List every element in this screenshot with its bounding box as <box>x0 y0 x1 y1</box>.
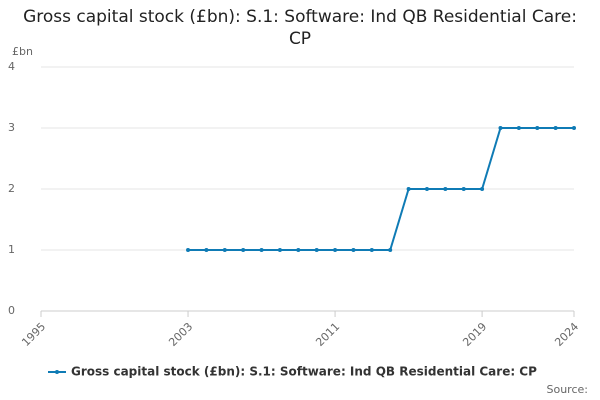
data-point <box>277 248 282 252</box>
data-point <box>553 126 558 130</box>
y-tick-label: 2 <box>8 182 15 195</box>
x-tick-label: 2019 <box>460 320 489 349</box>
source-label: Source: <box>547 383 589 396</box>
x-tick-label: 2003 <box>166 320 195 349</box>
y-axis-unit: £bn <box>12 45 33 58</box>
y-tick-label: 3 <box>8 121 15 134</box>
y-tick-label: 0 <box>8 304 15 317</box>
y-tick-label: 4 <box>8 60 15 73</box>
series-line <box>188 127 574 251</box>
data-point <box>443 187 448 191</box>
data-point <box>296 248 301 252</box>
data-point <box>406 187 411 191</box>
data-point <box>314 248 319 252</box>
data-point <box>498 126 503 130</box>
data-point <box>351 248 356 252</box>
y-tick-label: 1 <box>8 243 15 256</box>
data-point <box>259 248 264 252</box>
x-tick-label: 2024 <box>552 320 581 349</box>
data-point <box>204 248 209 252</box>
x-tick-label: 2011 <box>313 320 342 349</box>
data-point <box>535 126 540 130</box>
data-point <box>424 187 429 191</box>
data-point <box>388 248 393 252</box>
data-point <box>333 248 338 252</box>
data-point <box>461 187 466 191</box>
x-tick-label: 1995 <box>19 320 48 349</box>
chart-title: Gross capital stock (£bn): S.1: Software… <box>23 7 577 49</box>
legend-label: Gross capital stock (£bn): S.1: Software… <box>71 365 537 379</box>
data-point <box>516 126 521 130</box>
data-point <box>222 248 227 252</box>
legend-marker <box>55 370 59 374</box>
data-point <box>369 248 374 252</box>
data-point <box>572 126 576 130</box>
data-point <box>480 187 485 191</box>
data-point <box>186 248 191 252</box>
data-point <box>241 248 246 252</box>
